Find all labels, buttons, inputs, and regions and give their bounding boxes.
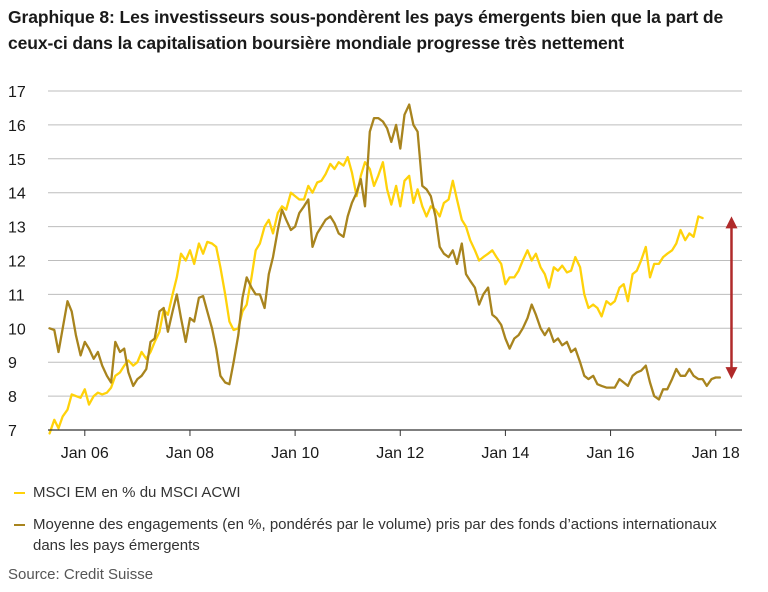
y-tick-label: 13: [8, 220, 26, 237]
legend-label-em: MSCI EM en % du MSCI ACWI: [33, 484, 241, 501]
arrow-head-up: [725, 216, 738, 229]
source-note: Source: Credit Suisse: [8, 566, 154, 583]
series-lines: [48, 103, 722, 435]
x-tick-label: Jan 08: [166, 445, 214, 462]
series-line-em: [48, 155, 704, 435]
legend-swatch-em: [14, 492, 25, 494]
x-tick-label: Jan 18: [692, 445, 740, 462]
y-tick-label: 14: [8, 186, 26, 203]
axes: 7 8 9 10 11 12 13 14 15 16 17 Jan 06 Jan 08 Jan 10 Jan…: [8, 84, 742, 462]
y-tick-label: 15: [8, 152, 26, 169]
y-tick-label: 17: [8, 84, 26, 101]
y-tick-label: 7: [8, 423, 17, 440]
x-tick-label: Jan 12: [376, 445, 424, 462]
legend-item-flows: Moyenne des engagements (en %, pondérés …: [14, 514, 723, 556]
y-tick-label: 9: [8, 355, 17, 372]
x-tick-label: Jan 10: [271, 445, 319, 462]
series-line-flows: [48, 103, 722, 401]
annotation-arrow: [725, 216, 738, 380]
y-tick-label: 12: [8, 254, 26, 271]
y-tick-label: 10: [8, 321, 26, 338]
x-tick-label: Jan 06: [61, 445, 109, 462]
legend-swatch-flows: [14, 524, 25, 526]
x-tick-label: Jan 14: [481, 445, 529, 462]
y-tick-label: 8: [8, 389, 17, 406]
legend-label-flows: Moyenne des engagements (en %, pondérés …: [33, 516, 717, 554]
chart-title: Graphique 8: Les investisseurs sous-pond…: [8, 7, 724, 53]
y-tick-label: 11: [8, 287, 25, 304]
x-tick-label: Jan 16: [587, 445, 635, 462]
legend-item-em: MSCI EM en % du MSCI ACWI: [14, 482, 723, 503]
y-tick-label: 16: [8, 118, 26, 135]
arrow-head-down: [725, 367, 738, 380]
